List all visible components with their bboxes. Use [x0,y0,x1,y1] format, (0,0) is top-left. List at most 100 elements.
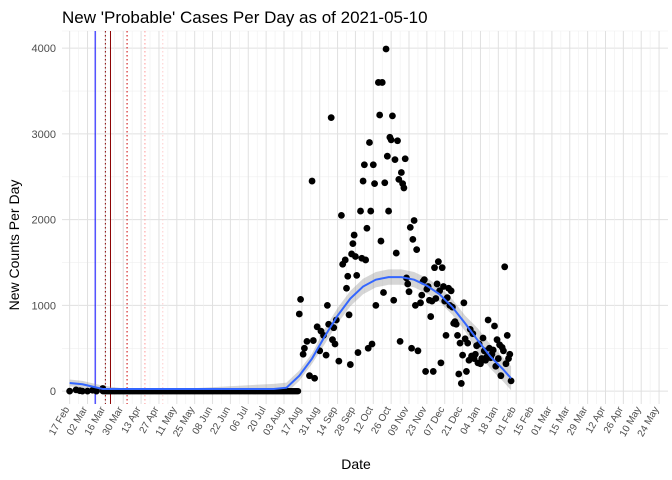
data-point [383,152,391,160]
y-axis-ticks: 0 1000 2000 3000 4000 [32,43,56,398]
data-point [502,360,510,368]
y-tick-label: 4000 [32,43,56,55]
data-point [353,271,361,279]
data-point [491,322,498,330]
data-point [368,340,376,348]
data-point [411,301,419,309]
data-point [404,280,412,288]
data-point [471,350,479,358]
data-point [454,332,461,339]
data-point [432,295,440,302]
data-point [457,380,465,387]
data-point [295,310,303,318]
data-point [397,169,405,176]
data-point [362,256,370,264]
data-point [350,231,358,239]
data-point [376,111,384,119]
data-point [369,161,377,169]
data-point [410,217,418,224]
data-point [345,311,353,319]
data-point [392,249,400,257]
data-point [377,237,385,245]
data-point [385,207,393,215]
data-point [327,114,335,122]
data-point [507,377,515,385]
x-axis-label: Date [341,456,371,472]
data-point [447,287,455,295]
data-point [429,368,437,375]
data-point [400,184,408,192]
data-point [322,351,330,359]
data-point [489,346,497,354]
data-point [464,339,472,347]
data-point [390,296,398,304]
data-point [460,299,468,307]
smooth-curve [69,276,512,390]
data-point [405,288,413,296]
data-point [357,207,364,215]
y-axis-label: New Counts Per Day [6,180,22,311]
data-point [297,295,304,303]
data-point [401,155,409,163]
data-point [438,264,446,272]
data-point [493,336,501,344]
data-point [427,313,435,320]
data-point [456,339,464,347]
data-point [414,347,422,355]
data-point [337,211,345,219]
data-point [422,368,429,375]
data-point [363,224,371,232]
data-point [452,320,460,328]
y-tick-label: 1000 [32,300,56,312]
data-point [442,332,450,339]
y-tick-label: 0 [50,386,56,398]
smooth-line [69,276,512,390]
data-point [299,350,307,358]
data-point [84,387,91,395]
data-point [463,368,470,375]
data-point [344,272,352,280]
data-point [409,235,417,243]
data-point [367,207,375,215]
data-point [391,156,399,164]
chart-title: New 'Probable' Cases Per Day as of 2021-… [62,8,428,27]
data-point [354,349,362,356]
data-point [434,258,442,266]
data-point [308,177,316,185]
data-point [396,338,404,345]
data-point [346,361,354,368]
data-point [477,360,484,368]
data-point [480,347,488,355]
data-point [294,387,302,395]
y-tick-label: 3000 [32,129,56,141]
data-point [382,45,390,53]
data-point [381,179,389,187]
data-point [341,256,349,264]
data-point [406,223,414,231]
data-point [301,344,308,352]
data-point [303,338,311,345]
data-point [79,387,86,395]
data-point [413,246,421,254]
data-point [484,316,492,324]
data-point [349,240,357,248]
data-point [372,301,380,309]
data-point [378,79,386,86]
data-point [66,387,74,395]
data-point [431,264,438,272]
data-point [306,372,313,380]
reference-lines [94,31,164,404]
data-point [420,276,428,284]
data-point [380,289,387,296]
data-point [335,357,343,365]
data-point [352,253,359,260]
data-point [371,180,378,188]
data-point [323,301,331,309]
data-point [494,355,502,362]
data-point [455,370,463,378]
data-point [503,332,511,339]
data-point [359,177,367,185]
